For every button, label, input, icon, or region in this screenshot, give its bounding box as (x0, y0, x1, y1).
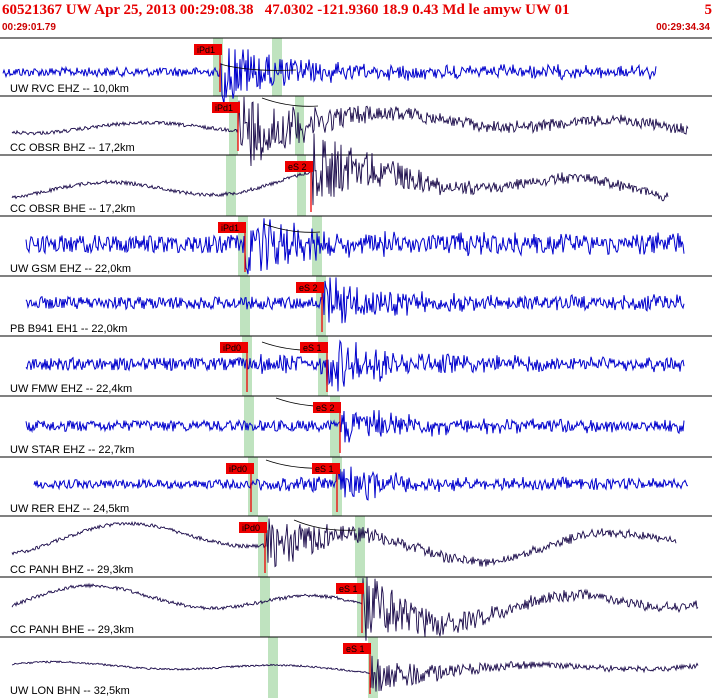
time-window-band (316, 276, 326, 336)
station-label: CC OBSR BHZ -- 17,2km (10, 142, 135, 154)
pick-label-text: iPd1 (215, 103, 233, 113)
time-window-band (297, 155, 306, 216)
pick-label-text: iPd0 (223, 343, 241, 353)
station-label: UW FMW EHZ -- 22,4km (10, 383, 132, 395)
waveform-trace (25, 218, 685, 275)
pick-label-text: eS 1 (346, 644, 365, 654)
waveform-trace (11, 518, 677, 568)
time-window-band (229, 96, 238, 155)
page-number: 5 (704, 2, 712, 18)
station-label: CC OBSR BHE -- 17,2km (10, 203, 135, 215)
time-window-band (226, 155, 236, 216)
station-label: UW LON BHN -- 32,5km (10, 685, 130, 697)
time-window-band (260, 577, 270, 637)
waveform-trace (25, 339, 685, 392)
time-window-band (258, 516, 268, 577)
pick-label-box[interactable] (220, 342, 248, 353)
time-window-band (355, 516, 365, 577)
time-start-label: 00:29:01.79 (2, 22, 56, 33)
predicted-arrival-curve (293, 519, 357, 531)
waveform-trace (11, 96, 689, 167)
station-label: UW GSM EHZ -- 22,0km (10, 263, 131, 275)
waveform-trace (11, 133, 669, 206)
pick-label-box[interactable] (343, 643, 371, 654)
pick-label-box[interactable] (212, 102, 240, 113)
time-window-band (213, 38, 223, 96)
pick-label-box[interactable] (312, 463, 340, 474)
pick-label-text: iPd1 (221, 223, 239, 233)
time-window-band (330, 396, 340, 457)
station-label: UW RVC EHZ -- 10,0km (10, 83, 129, 95)
time-window-band (268, 637, 278, 698)
predicted-arrival-curve (263, 223, 321, 233)
time-window-band (248, 457, 258, 516)
pick-label-box[interactable] (300, 342, 328, 353)
event-header: 60521367 UW Apr 25, 2013 00:29:08.38 47.… (2, 2, 570, 18)
time-window-band (240, 276, 250, 336)
time-window-band (272, 38, 282, 96)
time-window-band (368, 637, 378, 698)
station-label: UW STAR EHZ -- 22,7km (10, 444, 134, 456)
station-label: UW RER EHZ -- 24,5km (10, 503, 129, 515)
pick-label-text: eS 2 (316, 403, 335, 413)
pick-label-box[interactable] (296, 282, 324, 293)
pick-label-box[interactable] (194, 44, 222, 55)
waveform-trace (25, 410, 685, 443)
pick-label-box[interactable] (285, 161, 313, 172)
pick-label-box[interactable] (226, 463, 254, 474)
pick-label-box[interactable] (239, 522, 267, 533)
waveform-trace (25, 277, 685, 324)
predicted-arrival-curve (219, 63, 297, 71)
time-end-label: 00:29:34.34 (656, 22, 710, 33)
pick-label-text: iPd0 (229, 464, 247, 474)
pick-label-box[interactable] (218, 222, 246, 233)
pick-label-text: eS 2 (288, 162, 307, 172)
pick-label-text: iPd0 (242, 523, 260, 533)
waveform-trace (11, 655, 699, 692)
station-label: PB B941 EH1 -- 22,0km (10, 323, 127, 335)
pick-label-text: eS 2 (299, 283, 318, 293)
predicted-arrival-curve (261, 97, 319, 107)
waveform-trace (2, 48, 657, 105)
pick-label-box[interactable] (313, 402, 341, 413)
waveform-trace (11, 577, 699, 641)
pick-label-box[interactable] (336, 583, 364, 594)
station-label: CC PANH BHZ -- 29,3km (10, 564, 133, 576)
pick-label-text: eS 1 (339, 584, 358, 594)
waveform-trace (33, 464, 689, 501)
station-label: CC PANH BHE -- 29,3km (10, 624, 134, 636)
pick-label-text: eS 1 (303, 343, 322, 353)
pick-label-text: eS 1 (315, 464, 334, 474)
pick-label-text: iPd1 (197, 45, 215, 55)
